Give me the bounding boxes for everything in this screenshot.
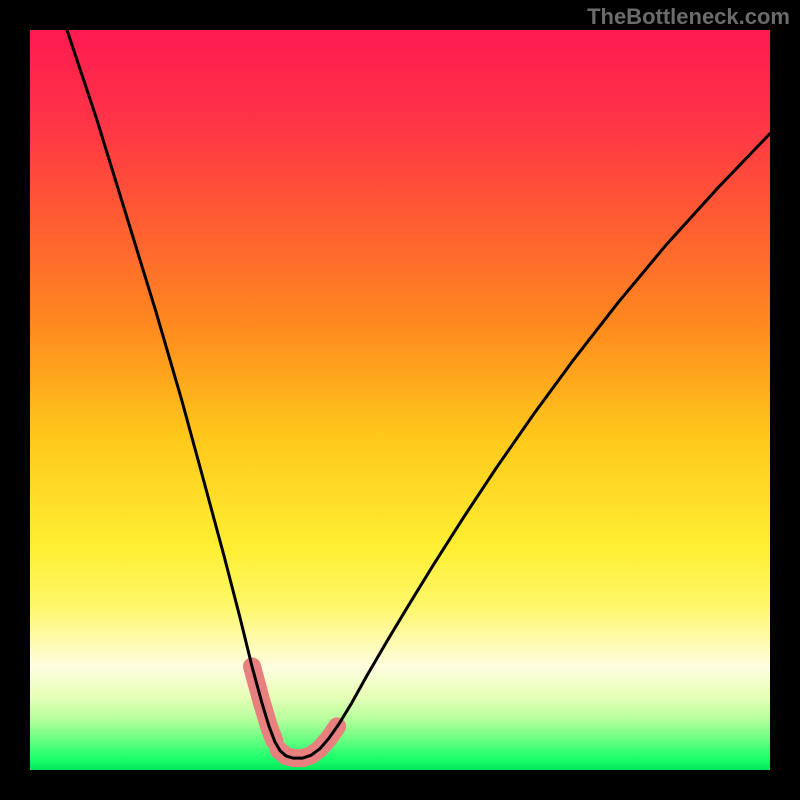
watermark-text: TheBottleneck.com <box>587 4 790 30</box>
chart-outer-frame: TheBottleneck.com <box>0 0 800 800</box>
bottleneck-curve <box>67 30 770 758</box>
plot-area <box>30 30 770 770</box>
curve-layer <box>30 30 770 770</box>
highlight-segment <box>279 726 337 758</box>
